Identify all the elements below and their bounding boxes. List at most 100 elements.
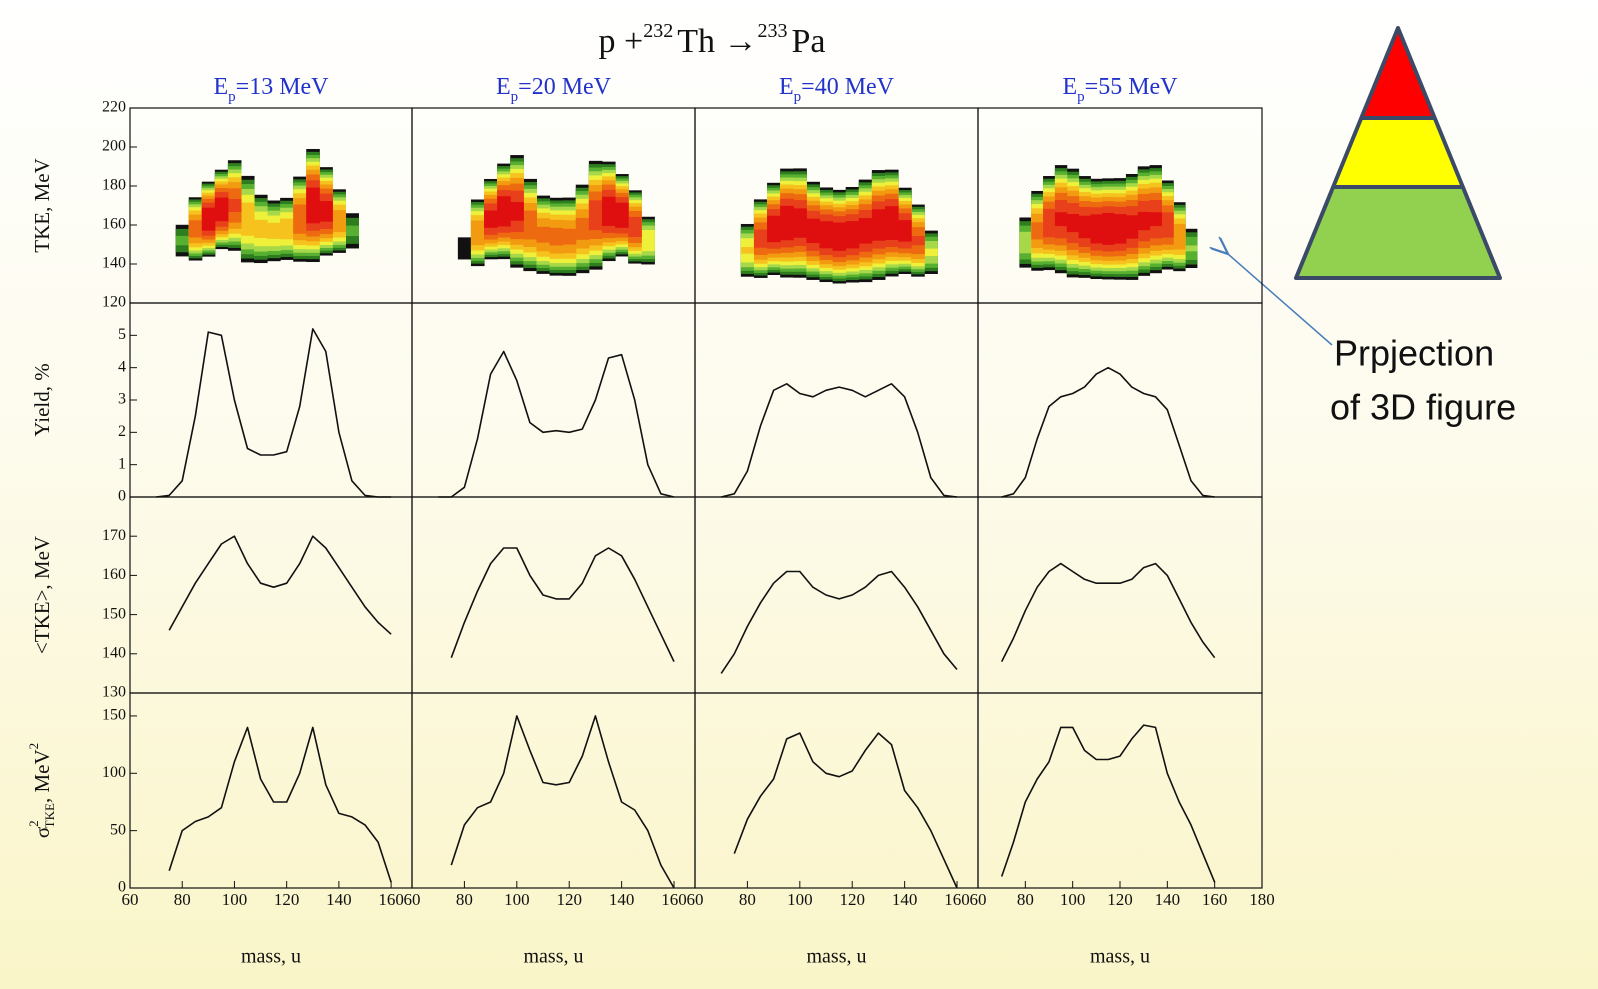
panel-frame <box>411 302 696 498</box>
panel-frame <box>129 302 413 498</box>
y-axis-label-part: Yield, % <box>30 363 54 437</box>
column-title: Ep=20 MeV <box>496 74 612 106</box>
contour-cell <box>523 210 537 240</box>
contour-cell <box>740 247 755 254</box>
y-tick-label: 1 <box>118 455 126 472</box>
column-title-part: =40 MeV <box>801 74 895 100</box>
title-part: 232 <box>643 20 673 42</box>
x-tick-label: 160 <box>1202 890 1228 909</box>
contour-cell <box>280 218 294 240</box>
x-tick-label: 100 <box>787 890 813 909</box>
y-tick-label: 5 <box>118 326 126 343</box>
y-tick-label: 2 <box>118 423 126 440</box>
contour-cell <box>588 200 603 231</box>
x-tick-label: 120 <box>556 890 582 909</box>
x-tick-label: 160 <box>661 890 687 909</box>
column-title-part: p <box>228 89 236 105</box>
contour-cell <box>1066 214 1080 233</box>
contour-cell <box>767 215 781 243</box>
contour-cell <box>898 220 912 242</box>
x-tick-label: 140 <box>326 890 352 909</box>
data-line <box>720 570 958 674</box>
contour-cell <box>871 209 886 241</box>
x-tick-label: 140 <box>609 890 635 909</box>
contour-cell <box>497 196 511 227</box>
contour-cell <box>201 207 216 231</box>
annotation-arrow <box>1228 254 1333 346</box>
column-title: Ep=40 MeV <box>779 74 895 106</box>
panel-frame <box>411 496 696 694</box>
panel-frame <box>411 692 696 889</box>
column-title: Ep=55 MeV <box>1062 74 1178 106</box>
contour-cell <box>1019 231 1032 254</box>
panel-frame <box>977 302 1263 498</box>
contour-cell <box>293 204 307 234</box>
title-part: Th → <box>677 23 757 60</box>
column-title-part: E <box>779 74 794 100</box>
contour-cell <box>267 222 281 239</box>
y-axis-label-part: 2 <box>26 820 41 827</box>
column-title-part: =20 MeV <box>518 74 612 100</box>
y-tick-label: 150 <box>102 707 126 724</box>
x-tick-label: 120 <box>274 890 300 909</box>
x-axis-label: mass, u <box>1090 946 1150 968</box>
contour-cell <box>1090 214 1103 244</box>
x-tick-label: 80 <box>174 890 191 909</box>
y-axis-label-part: <TKE>, MeV <box>30 536 54 654</box>
contour-cell <box>819 221 834 249</box>
y-tick-label: 160 <box>102 566 126 583</box>
contour-cell <box>484 210 498 228</box>
y-tick-label: 120 <box>102 294 126 311</box>
x-axis-label: mass, u <box>807 946 867 968</box>
contour-cell <box>845 221 860 249</box>
contour-cell <box>319 201 333 222</box>
y-axis-label: <TKE>, MeV <box>30 536 54 654</box>
data-line <box>1000 562 1216 662</box>
x-tick-label: 60 <box>122 890 139 909</box>
contour-cell <box>1043 208 1056 238</box>
y-axis-label: σ2TKE, MeV2 <box>26 743 57 838</box>
x-tick-label: 80 <box>739 890 756 909</box>
pyramid-icon <box>1294 26 1502 280</box>
x-tick-label: 60 <box>687 890 704 909</box>
column-title-part: p <box>794 89 802 105</box>
data-line <box>450 715 675 889</box>
chart-title: p +232 Th →233 Pa <box>599 20 826 60</box>
y-axis-label: Yield, % <box>30 363 54 437</box>
panel-frame <box>694 302 979 498</box>
y-tick-label: 220 <box>102 99 126 116</box>
contour-cell <box>924 248 938 257</box>
contour-cell <box>1078 215 1091 239</box>
column-title-part: E <box>1062 74 1077 100</box>
contour-cell <box>884 206 899 240</box>
y-tick-label: 0 <box>118 879 126 896</box>
contour-cell <box>536 226 551 243</box>
y-tick-label: 160 <box>102 216 126 233</box>
contour-cell <box>1173 223 1186 250</box>
column-title: Ep=13 MeV <box>213 74 329 106</box>
contour-cell <box>175 235 190 246</box>
x-tick-label: 60 <box>970 890 987 909</box>
contour-cell <box>1161 212 1174 238</box>
contour-cell <box>911 235 925 246</box>
column-title-part: =55 MeV <box>1085 74 1179 100</box>
contour-cell <box>858 218 873 244</box>
y-axis-label-part: σ <box>30 827 54 838</box>
contour-cell <box>227 199 242 212</box>
data-line <box>168 535 392 635</box>
annotation: Prpjection <box>1334 333 1494 374</box>
contour-cell <box>1185 245 1198 252</box>
contour-cell <box>306 187 320 224</box>
x-axis-label: mass, u <box>241 946 301 968</box>
panel-frame <box>977 496 1263 694</box>
contour-cell <box>510 201 524 221</box>
contour-cell <box>1031 222 1044 240</box>
panel-frame <box>694 692 979 889</box>
y-tick-label: 3 <box>118 391 126 408</box>
column-title-part: p <box>1077 89 1085 105</box>
data-line <box>156 328 392 498</box>
y-tick-label: 180 <box>102 177 126 194</box>
x-tick-label: 140 <box>892 890 918 909</box>
